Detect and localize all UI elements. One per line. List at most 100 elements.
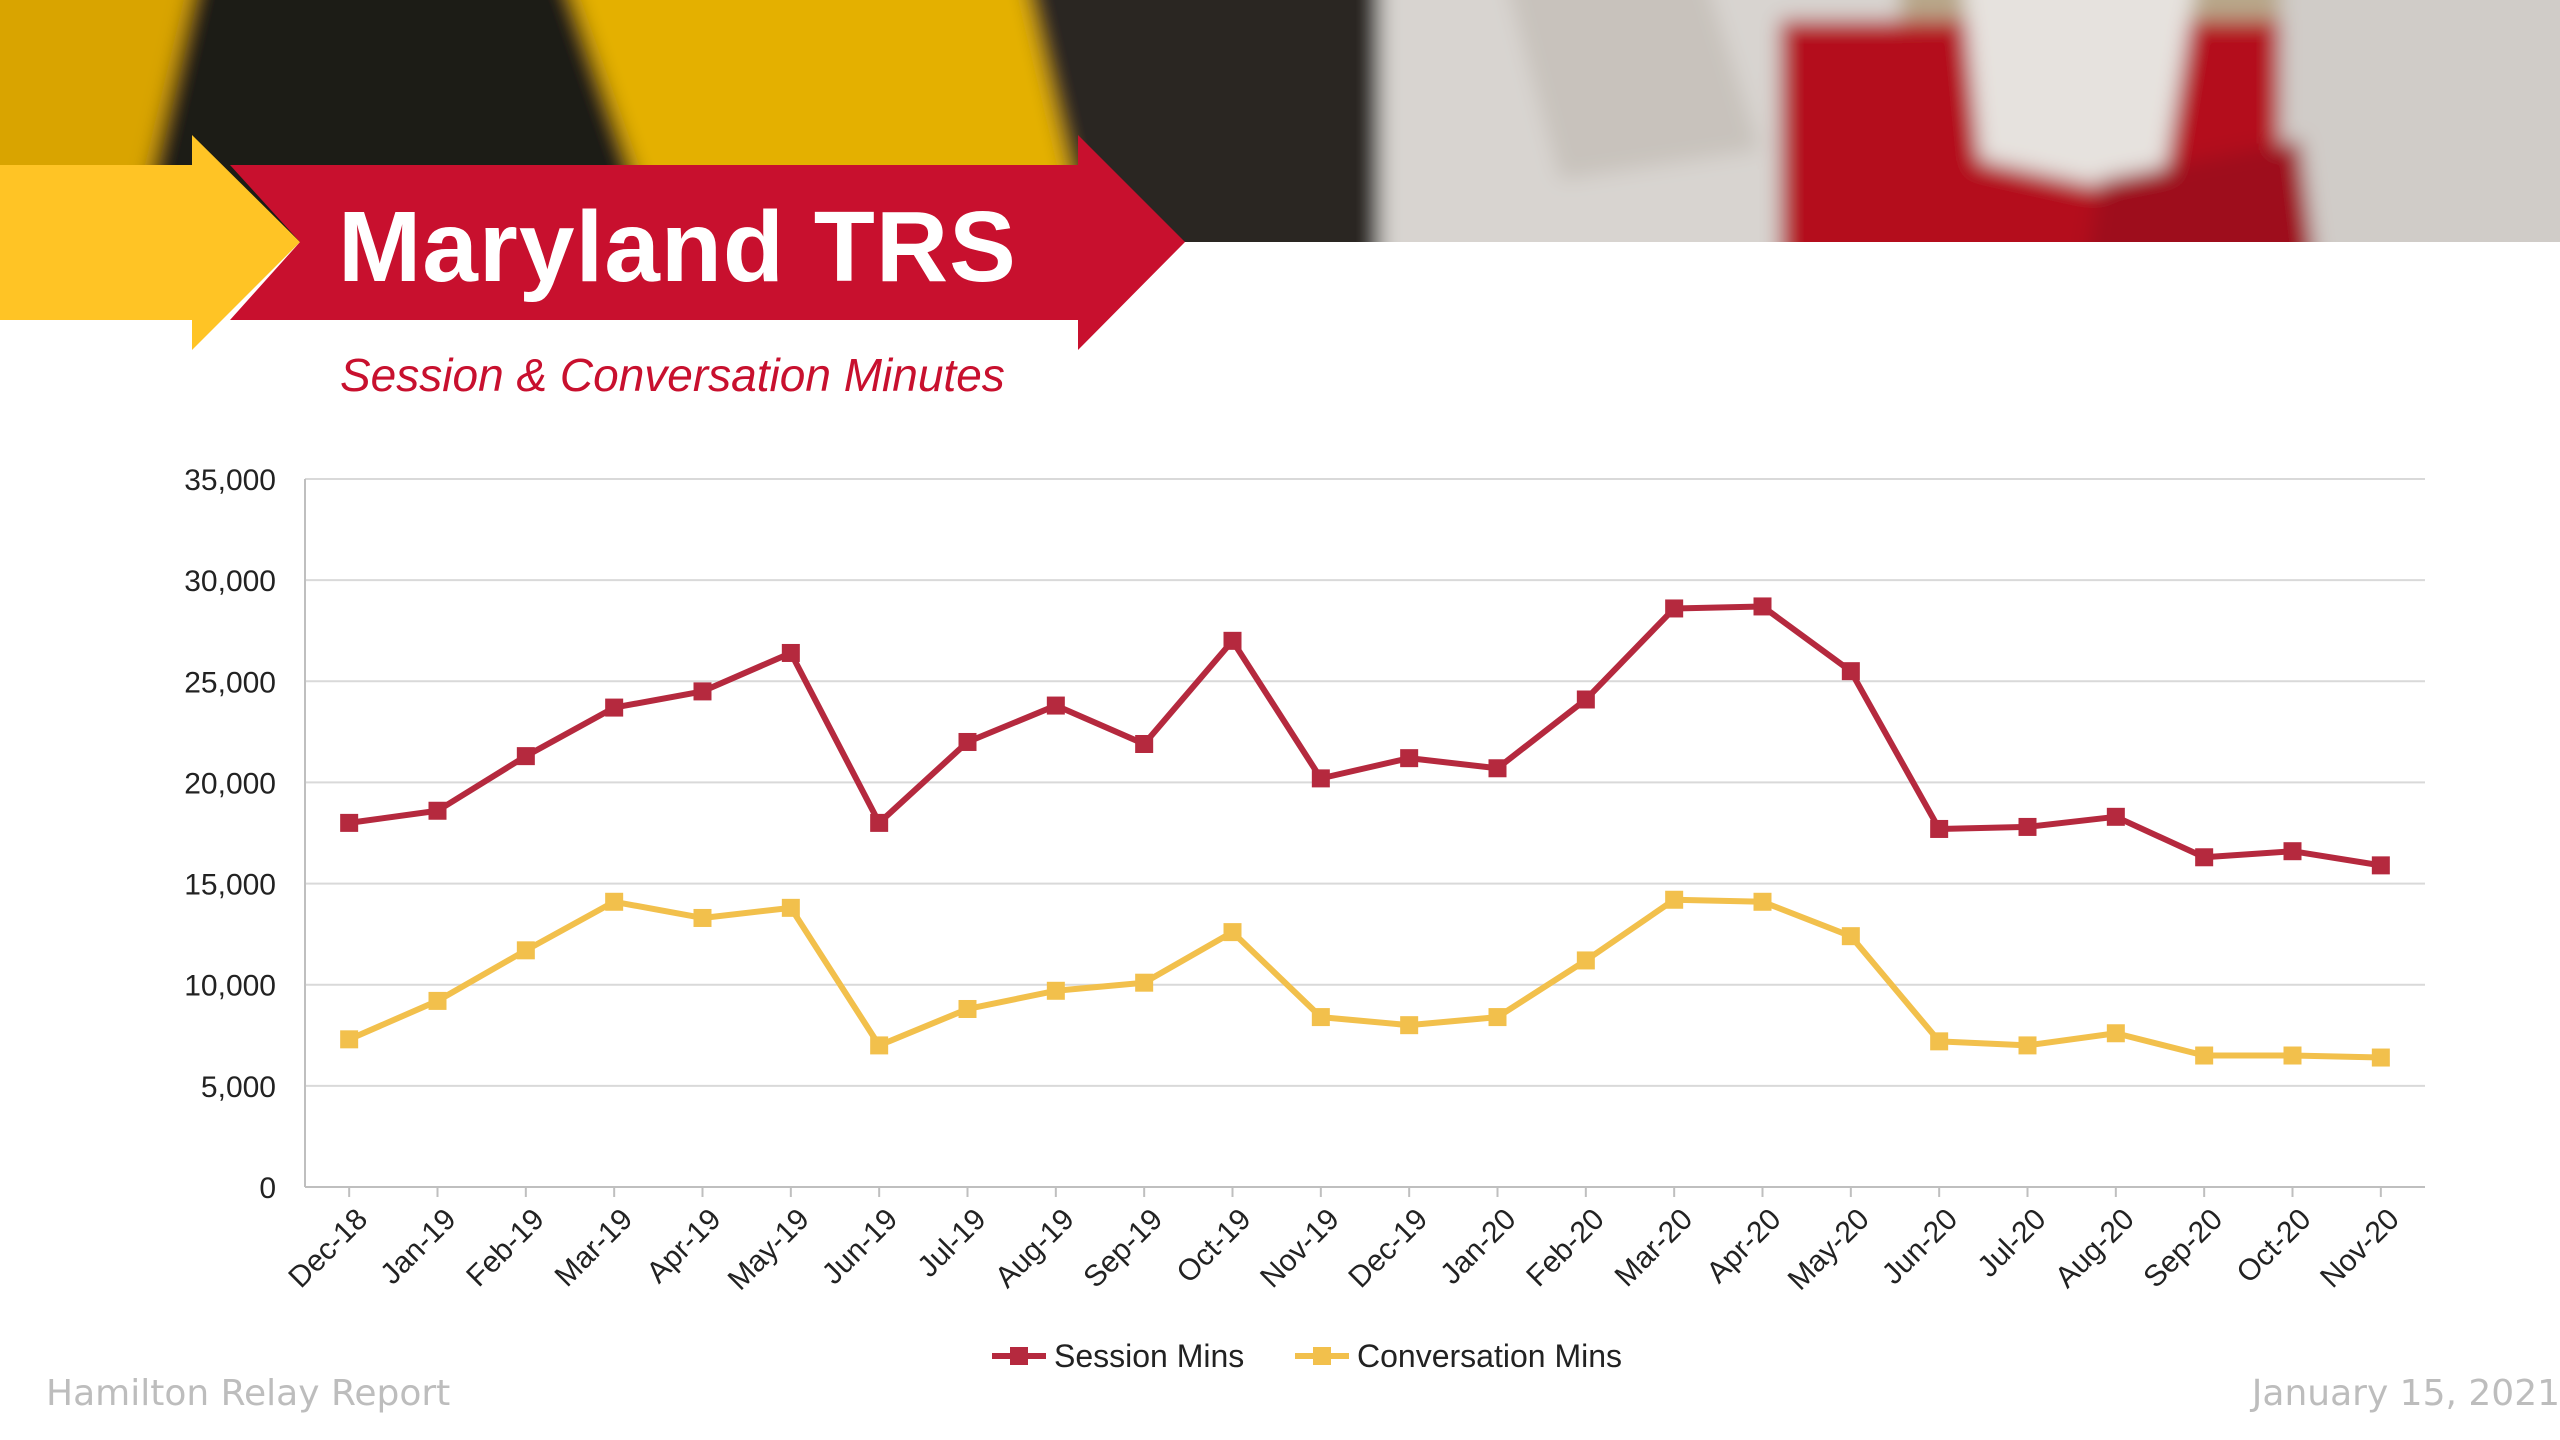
y-tick-label: 25,000 [184, 666, 276, 699]
data-point-marker [2106, 1024, 2125, 1043]
x-tick-label: Jun-20 [1876, 1203, 1964, 1291]
gold-arrow-shape [0, 135, 300, 350]
legend-marker-swatch [1010, 1347, 1028, 1365]
legend-entry-conversation-mins: Conversation Mins [1295, 1338, 1622, 1374]
data-point-marker [605, 698, 624, 717]
data-point-marker [1135, 734, 1154, 753]
data-point-marker [428, 991, 447, 1010]
x-tick-label: Jun-19 [816, 1203, 904, 1291]
data-point-marker [958, 732, 977, 751]
white-header-strip [1180, 242, 2560, 420]
legend: Session Mins Conversation Mins [992, 1338, 1622, 1374]
x-tick-label: Mar-19 [549, 1203, 640, 1294]
x-tick-label: Jul-20 [1971, 1203, 2052, 1284]
data-point-marker [1223, 631, 1242, 650]
x-tick-label: Mar-20 [1609, 1203, 1700, 1294]
x-tick-label: Dec-19 [1342, 1203, 1434, 1295]
footer-date: January 15, 2021 [2251, 1373, 2560, 1414]
data-point-marker [2195, 1046, 2214, 1065]
data-point-marker [781, 643, 800, 662]
y-tick-label: 30,000 [184, 565, 276, 598]
data-point-marker [2018, 1036, 2037, 1055]
data-point-marker [1046, 696, 1065, 715]
data-point-marker [1753, 597, 1772, 616]
data-point-marker [2106, 807, 2125, 826]
x-tick-label: Apr-20 [1700, 1203, 1787, 1290]
data-point-marker [340, 813, 359, 832]
x-tick-label: Dec-18 [282, 1203, 374, 1295]
y-tick-label: 35,000 [184, 464, 276, 497]
x-tick-label: Aug-19 [989, 1203, 1081, 1295]
x-tick-label: Apr-19 [640, 1203, 727, 1290]
x-tick-label: Jul-19 [911, 1203, 992, 1284]
y-axis-ticks: 0 5,000 10,000 15,000 20,000 25,000 30,000 35,0… [184, 464, 276, 1205]
data-point-marker [2283, 1046, 2302, 1065]
series-conversation-mins [340, 890, 2390, 1067]
x-tick-label: Nov-19 [1254, 1203, 1346, 1295]
data-point-marker [428, 801, 447, 820]
crimson-arrow-shape [230, 135, 1185, 350]
y-tick-label: 0 [259, 1172, 276, 1205]
grid-lines [304, 478, 2425, 1188]
data-point-marker [340, 1030, 359, 1049]
data-point-marker [1311, 1008, 1330, 1027]
x-tick-label: Oct-19 [1170, 1203, 1257, 1290]
legend-label: Session Mins [1054, 1338, 1244, 1374]
data-point-marker [1576, 951, 1595, 970]
legend-marker-swatch [1313, 1347, 1331, 1365]
footer-report-name: Hamilton Relay Report [46, 1373, 451, 1414]
data-point-marker [2371, 856, 2390, 875]
data-point-marker [2371, 1048, 2390, 1067]
data-point-marker [1665, 890, 1684, 909]
y-tick-label: 20,000 [184, 767, 276, 800]
series-line [346, 603, 2384, 869]
x-tick-label: Aug-20 [2049, 1203, 2141, 1295]
slide-subtitle: Session & Conversation Minutes [340, 349, 1005, 401]
x-tick-label: May-19 [722, 1203, 816, 1297]
data-point-marker [870, 1036, 889, 1055]
x-tick-label: Feb-19 [460, 1203, 551, 1294]
data-point-marker [1311, 769, 1330, 788]
data-point-marker [693, 682, 712, 701]
data-point-marker [1400, 749, 1419, 768]
line-chart: 0 5,000 10,000 15,000 20,000 25,000 30,000 35,0… [184, 464, 2425, 1374]
data-point-marker [1576, 690, 1595, 709]
data-point-marker [1400, 1016, 1419, 1035]
data-point-marker [870, 813, 889, 832]
x-tick-label: Jan-20 [1434, 1203, 1522, 1291]
data-point-marker [1488, 1008, 1507, 1027]
data-point-marker [693, 908, 712, 927]
data-point-marker [1841, 662, 1860, 681]
flag-background-photo [0, 0, 2560, 242]
series-line [346, 896, 2384, 1061]
data-point-marker [605, 892, 624, 911]
data-point-marker [1135, 973, 1154, 992]
series-session-mins [340, 597, 2390, 875]
data-point-marker [1223, 923, 1242, 942]
x-tick-label: Oct-20 [2230, 1203, 2317, 1290]
data-point-marker [1753, 892, 1772, 911]
slide-title: Maryland TRS [338, 191, 1017, 303]
data-point-marker [1841, 927, 1860, 946]
data-point-marker [2283, 842, 2302, 861]
x-tick-label: Nov-20 [2314, 1203, 2406, 1295]
x-tick-label: Sep-19 [1077, 1203, 1169, 1295]
y-tick-label: 15,000 [184, 869, 276, 902]
legend-entry-session-mins: Session Mins [992, 1338, 1244, 1374]
data-point-marker [516, 941, 535, 960]
data-point-marker [2195, 848, 2214, 867]
header-banner [0, 0, 2560, 420]
data-point-marker [1930, 819, 1949, 838]
y-tick-label: 5,000 [201, 1071, 276, 1104]
x-tick-label: May-20 [1782, 1203, 1876, 1297]
data-point-marker [516, 747, 535, 766]
data-point-marker [2018, 817, 2037, 836]
data-point-marker [958, 999, 977, 1018]
data-point-marker [1665, 599, 1684, 618]
x-tick-label: Feb-20 [1520, 1203, 1611, 1294]
data-point-marker [1046, 981, 1065, 1000]
data-point-marker [781, 898, 800, 917]
data-point-marker [1488, 759, 1507, 778]
